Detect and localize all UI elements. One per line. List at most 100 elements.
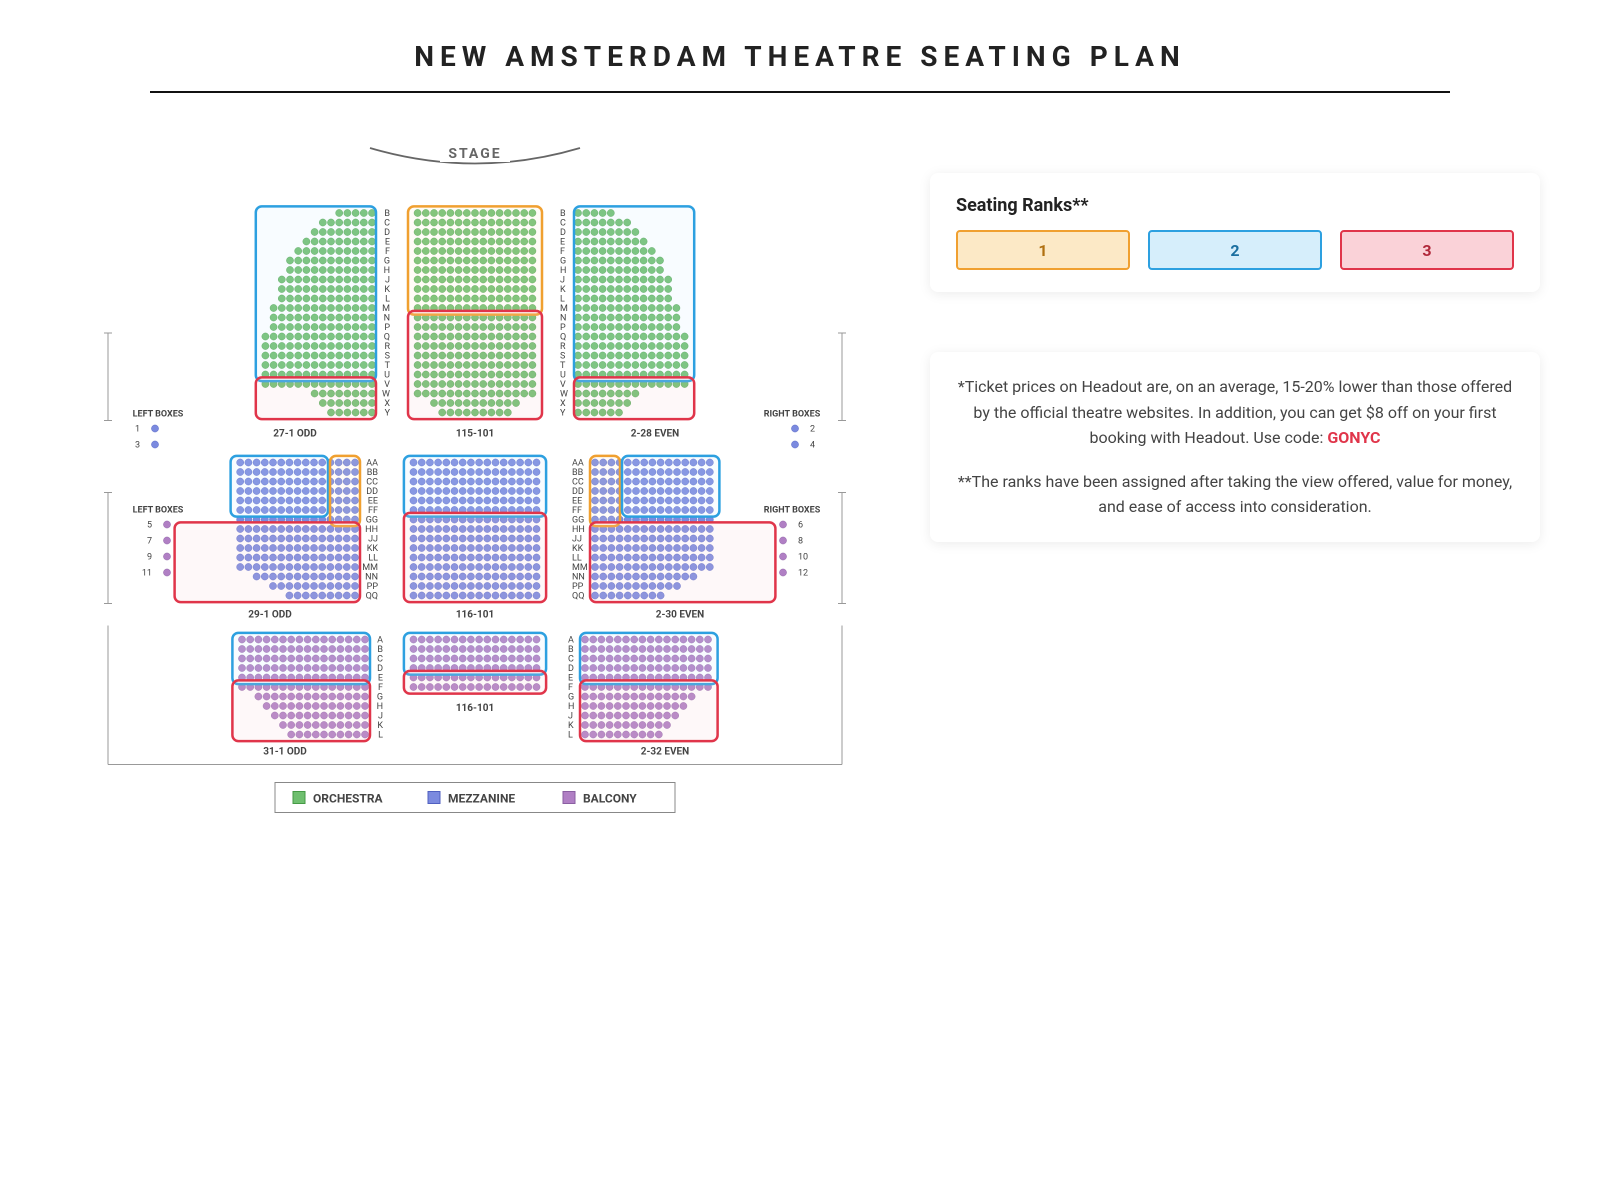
svg-text:116-101: 116-101 xyxy=(456,703,494,714)
svg-text:N: N xyxy=(384,314,390,324)
rank-pill-1: 1 xyxy=(956,230,1130,270)
rank-pill-2: 2 xyxy=(1148,230,1322,270)
svg-text:JJ: JJ xyxy=(368,535,378,545)
svg-text:K: K xyxy=(384,285,390,295)
svg-text:RIGHT BOXES: RIGHT BOXES xyxy=(764,506,821,516)
svg-text:S: S xyxy=(385,352,390,362)
notes-card: *Ticket prices on Headout are, on an ave… xyxy=(930,352,1540,542)
svg-text:HH: HH xyxy=(572,525,585,535)
svg-text:H: H xyxy=(568,702,574,712)
svg-text:DD: DD xyxy=(572,487,584,497)
svg-text:EE: EE xyxy=(368,497,378,507)
svg-text:M: M xyxy=(560,304,568,314)
svg-text:LL: LL xyxy=(368,554,378,564)
svg-text:MEZZANINE: MEZZANINE xyxy=(448,792,515,806)
svg-text:NN: NN xyxy=(365,573,378,583)
stage-label: STAGE xyxy=(440,146,509,162)
svg-text:L: L xyxy=(385,295,390,305)
svg-text:D: D xyxy=(560,228,566,238)
svg-text:J: J xyxy=(378,712,383,722)
svg-text:2: 2 xyxy=(810,425,815,435)
svg-text:PP: PP xyxy=(367,582,379,592)
svg-text:G: G xyxy=(377,693,383,703)
svg-text:9: 9 xyxy=(147,553,152,563)
svg-text:6: 6 xyxy=(798,521,803,531)
svg-text:P: P xyxy=(384,323,390,333)
svg-text:4: 4 xyxy=(810,441,815,451)
svg-text:K: K xyxy=(560,285,566,295)
svg-text:G: G xyxy=(560,257,566,267)
svg-text:X: X xyxy=(384,399,390,409)
svg-text:27-1 ODD: 27-1 ODD xyxy=(273,429,317,440)
svg-text:BB: BB xyxy=(367,468,379,478)
svg-text:C: C xyxy=(568,655,574,665)
svg-text:W: W xyxy=(382,390,390,400)
svg-text:2-30 EVEN: 2-30 EVEN xyxy=(656,610,704,621)
svg-text:R: R xyxy=(560,342,566,352)
svg-text:E: E xyxy=(378,674,383,684)
svg-text:5: 5 xyxy=(147,521,152,531)
svg-text:Q: Q xyxy=(560,333,566,343)
svg-text:12: 12 xyxy=(798,569,808,579)
svg-text:3: 3 xyxy=(135,441,140,451)
svg-text:U: U xyxy=(560,371,566,381)
svg-text:E: E xyxy=(385,238,390,248)
svg-text:F: F xyxy=(385,247,390,257)
svg-text:J: J xyxy=(560,276,565,286)
svg-text:P: P xyxy=(560,323,566,333)
svg-text:CC: CC xyxy=(366,478,378,488)
svg-text:BB: BB xyxy=(572,468,584,478)
svg-text:LEFT BOXES: LEFT BOXES xyxy=(133,410,184,420)
svg-text:J: J xyxy=(385,276,390,286)
svg-text:F: F xyxy=(378,683,383,693)
svg-text:115-101: 115-101 xyxy=(456,429,494,440)
svg-text:Y: Y xyxy=(560,409,566,419)
svg-text:B: B xyxy=(384,209,390,219)
svg-text:Q: Q xyxy=(384,333,390,343)
svg-text:A: A xyxy=(377,636,383,646)
svg-text:T: T xyxy=(385,361,391,371)
svg-text:MM: MM xyxy=(572,563,588,573)
svg-text:B: B xyxy=(377,645,383,655)
svg-text:MM: MM xyxy=(362,563,378,573)
svg-text:CC: CC xyxy=(572,478,584,488)
svg-text:F: F xyxy=(560,247,565,257)
svg-text:10: 10 xyxy=(798,553,808,563)
svg-text:1: 1 xyxy=(135,425,140,435)
svg-text:L: L xyxy=(378,731,383,741)
svg-text:V: V xyxy=(560,380,566,390)
svg-text:LL: LL xyxy=(572,554,582,564)
svg-text:PP: PP xyxy=(572,582,584,592)
svg-text:116-101: 116-101 xyxy=(456,610,494,621)
svg-text:W: W xyxy=(560,390,568,400)
svg-text:7: 7 xyxy=(147,537,152,547)
promo-code: GONYC xyxy=(1327,428,1380,447)
svg-text:S: S xyxy=(560,352,565,362)
svg-text:V: V xyxy=(384,380,390,390)
note-ranks: **The ranks have been assigned after tak… xyxy=(956,469,1514,520)
svg-text:C: C xyxy=(377,655,383,665)
svg-text:K: K xyxy=(568,721,574,731)
ranks-card: Seating Ranks** 1 2 3 xyxy=(930,173,1540,292)
svg-text:G: G xyxy=(384,257,390,267)
svg-text:FF: FF xyxy=(572,506,582,516)
svg-text:DD: DD xyxy=(366,487,378,497)
svg-text:A: A xyxy=(568,636,574,646)
svg-text:E: E xyxy=(568,674,573,684)
svg-text:R: R xyxy=(384,342,390,352)
svg-text:C: C xyxy=(560,219,566,229)
svg-text:D: D xyxy=(377,664,383,674)
svg-text:8: 8 xyxy=(798,537,803,547)
svg-text:N: N xyxy=(560,314,566,324)
svg-text:31-1 ODD: 31-1 ODD xyxy=(263,747,307,758)
svg-text:L: L xyxy=(560,295,565,305)
svg-text:HH: HH xyxy=(365,525,378,535)
svg-text:U: U xyxy=(384,371,390,381)
seating-chart-column: STAGE BCDEFGHJKLMNPQRSTUVWXYBCDEFGHJKLMN… xyxy=(60,143,890,827)
svg-text:L: L xyxy=(568,731,573,741)
svg-text:C: C xyxy=(384,219,390,229)
svg-text:KK: KK xyxy=(367,544,379,554)
svg-text:H: H xyxy=(377,702,383,712)
svg-text:G: G xyxy=(568,693,574,703)
svg-text:BALCONY: BALCONY xyxy=(583,792,637,806)
